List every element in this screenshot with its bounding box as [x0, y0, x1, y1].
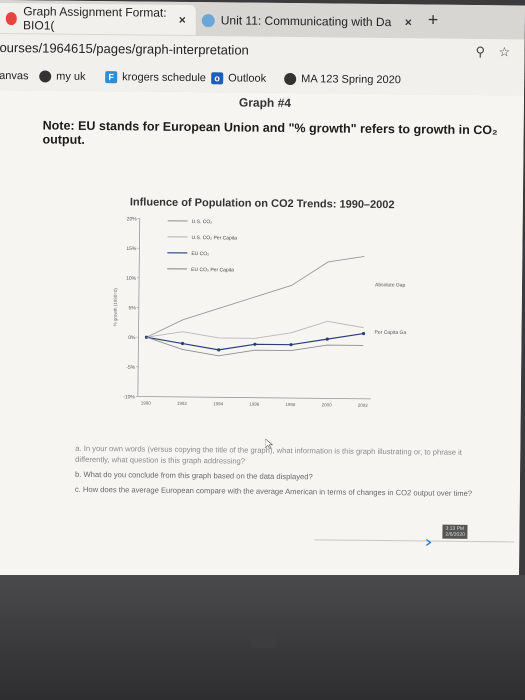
x-tick-label: 1994 [213, 401, 224, 406]
x-tick-label: 2000 [322, 402, 333, 407]
y-tick-label: 5% [129, 305, 137, 311]
star-icon[interactable]: ☆ [498, 44, 511, 60]
x-tick-label: 1992 [177, 401, 188, 406]
series-point [289, 343, 293, 347]
search-icon[interactable]: ⚲ [475, 43, 486, 60]
legend-label: EU CO₂ Per Capita [191, 267, 234, 273]
tab-graph-assignment[interactable]: Graph Assignment Format: BIO1( × [0, 2, 196, 36]
y-axis-label: % growth (1990=0) [113, 288, 118, 327]
bookmark-krogers-schedule[interactable]: F krogers schedule [105, 71, 206, 84]
series-point [144, 335, 149, 339]
close-tab-icon[interactable]: × [404, 15, 412, 30]
bookmark-label: MA 123 Spring 2020 [301, 73, 401, 87]
series-point [361, 331, 366, 336]
x-tick-label: 2002 [358, 403, 369, 408]
x-tick-label: 1998 [285, 402, 296, 407]
legend-label: EU CO₂ [191, 251, 209, 257]
legend-label: U.S. CO₂ Per Capita [191, 235, 237, 241]
y-tick-label: -10% [123, 394, 135, 400]
x-tick-label: 1996 [249, 402, 260, 407]
series-point [325, 337, 329, 341]
bookmark-label: anvas [0, 69, 29, 83]
graph-heading: Graph #4 [238, 95, 292, 111]
globe-icon [284, 72, 297, 86]
series-point [253, 342, 257, 346]
tab-label: Unit 11: Communicating with Da [220, 13, 392, 30]
questions-list: a. In your own words (versus copying the… [75, 443, 486, 503]
tab-label: Graph Assignment Format: BIO1( [23, 4, 167, 33]
bookmark-label: my uk [56, 70, 86, 83]
series-line-1 [146, 320, 364, 339]
laptop-screen: Graph Assignment Format: BIO1( × Unit 11… [0, 0, 525, 581]
mouse-cursor-icon [265, 438, 274, 449]
y-tick-label: 0% [128, 335, 136, 341]
series-point [180, 341, 185, 346]
bookmark-ma123[interactable]: MA 123 Spring 2020 [284, 72, 401, 87]
note-text: Note: EU stands for European Union and "… [42, 118, 498, 147]
taskbar-strip [314, 538, 515, 547]
url-text[interactable]: ourses/1964615/pages/graph-interpretatio… [0, 39, 249, 58]
question-c: c. How does the average European compare… [74, 484, 473, 498]
bookmark-label: Outlook [228, 72, 267, 85]
question-a: a. In your own words (versus copying the… [75, 443, 462, 466]
annotation-absolute-gap: Absolute Gap [375, 282, 406, 288]
tab-communicating-data[interactable]: Unit 11: Communicating with Da × [196, 5, 422, 37]
canvas-tab-icon [5, 11, 18, 25]
question-b: b. What do you conclude from this graph … [74, 469, 313, 482]
page-content: Graph #4 Note: EU stands for European Un… [0, 89, 525, 581]
chart-canvas: 20% 15% 10% 5% 0% -5% -10% % growth (1990=0) 199… [113, 216, 410, 408]
canvas-tab-icon [201, 13, 215, 27]
co2-chart: Influence of Population on CO2 Trends: 1… [106, 196, 410, 414]
outlook-icon: o [211, 72, 224, 85]
laptop-logo [250, 630, 276, 648]
close-tab-icon[interactable]: × [178, 12, 186, 27]
legend-label: U.S. CO₂ [192, 219, 213, 225]
bookmark-outlook[interactable]: o Outlook [211, 72, 266, 85]
y-tick-label: -5% [126, 365, 136, 371]
annotation-per-capita-gap: Per Capita Gap [375, 330, 408, 336]
series-point [217, 348, 221, 352]
bookmark-label: krogers schedule [122, 71, 207, 85]
tab-bar: Graph Assignment Format: BIO1( × Unit 11… [0, 0, 525, 40]
y-tick-label: 15% [126, 246, 137, 252]
series-line-3 [146, 336, 364, 357]
file-icon: F [105, 71, 118, 84]
y-tick-label: 10% [126, 276, 137, 282]
globe-icon [39, 70, 52, 83]
bookmark-my-uk[interactable]: my uk [39, 70, 86, 83]
x-axis [137, 396, 371, 400]
bookmark-canvas[interactable]: anvas [0, 70, 29, 82]
series-line-0 [146, 255, 365, 338]
y-tick-label: 20% [127, 216, 138, 222]
x-tick-label: 1990 [141, 400, 152, 405]
new-tab-button[interactable]: + [427, 9, 439, 30]
